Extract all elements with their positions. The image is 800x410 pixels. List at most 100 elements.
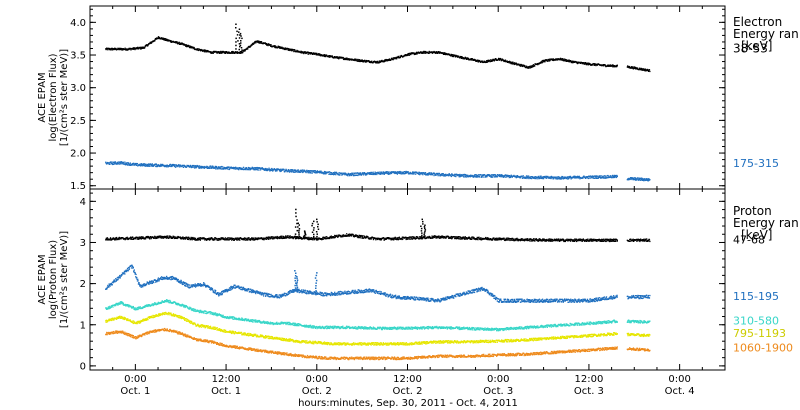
data-point (499, 238, 501, 240)
data-point (176, 236, 179, 239)
data-point (535, 238, 538, 240)
data-point (189, 237, 191, 240)
data-point (350, 233, 352, 235)
data-point (291, 236, 293, 238)
data-point (285, 169, 287, 172)
data-point (338, 174, 340, 176)
data-point (216, 166, 218, 168)
data-point (412, 237, 414, 239)
data-point (124, 47, 126, 49)
data-point (358, 59, 360, 61)
data-point (283, 47, 285, 49)
data-point (285, 235, 287, 237)
data-point (297, 171, 299, 173)
data-point (338, 58, 340, 60)
data-point (106, 162, 108, 165)
data-point (392, 239, 394, 241)
data-point (168, 237, 170, 239)
data-point (144, 238, 147, 240)
data-point (205, 51, 207, 53)
data-point (545, 239, 547, 241)
data-point (392, 237, 395, 239)
data-point (643, 238, 645, 240)
data-point (281, 235, 283, 237)
data-point (605, 175, 607, 177)
data-point (108, 162, 110, 164)
data-point (573, 60, 575, 62)
data-point (284, 237, 286, 239)
data-point (136, 237, 139, 239)
data-point (132, 238, 134, 240)
data-point (426, 237, 428, 239)
data-point (221, 168, 224, 170)
data-point (572, 62, 574, 64)
data-point (220, 168, 222, 170)
data-point (475, 176, 477, 178)
data-point (329, 236, 331, 239)
data-point (194, 239, 196, 241)
data-point (151, 165, 153, 167)
data-point (140, 163, 143, 165)
data-point (554, 238, 557, 241)
data-point (258, 40, 260, 42)
data-point (515, 239, 517, 242)
data-point (545, 59, 547, 61)
data-point (240, 168, 242, 171)
data-point (541, 239, 543, 241)
data-point (609, 176, 611, 178)
data-point (385, 238, 388, 240)
data-point (226, 238, 229, 240)
data-point (555, 239, 558, 241)
data-point (135, 48, 137, 50)
data-point (334, 236, 336, 239)
data-point (420, 51, 422, 53)
data-point (633, 66, 635, 68)
data-point (610, 240, 612, 242)
data-point (564, 240, 566, 242)
data-point (211, 237, 213, 239)
data-point (141, 236, 143, 238)
data-point (513, 174, 515, 177)
data-point (356, 235, 359, 237)
data-point (129, 238, 131, 240)
data-point (599, 240, 601, 242)
data-point (225, 167, 228, 169)
data-point (154, 164, 156, 166)
data-point (397, 237, 399, 239)
data-point (486, 61, 488, 63)
data-point (608, 239, 610, 241)
data-point (644, 178, 646, 180)
data-point (477, 239, 479, 241)
data-point (314, 172, 316, 174)
data-point (297, 236, 299, 238)
data-point (315, 53, 317, 55)
data-point (218, 168, 220, 170)
data-point (561, 58, 563, 61)
data-point (236, 51, 239, 53)
data-point (385, 58, 387, 61)
data-point (492, 58, 494, 61)
data-point (328, 173, 330, 175)
data-point (399, 170, 401, 173)
spike-point (297, 237, 299, 239)
data-point (144, 46, 146, 48)
data-point (292, 49, 295, 51)
data-point (478, 174, 480, 176)
data-point (272, 236, 274, 238)
data-point (180, 164, 182, 166)
data-point (336, 235, 338, 237)
data-point (153, 237, 156, 239)
data-point (305, 170, 307, 172)
data-point (440, 236, 442, 238)
data-point (146, 237, 148, 239)
data-point (244, 49, 246, 51)
data-point (184, 44, 186, 46)
data-point (113, 48, 115, 50)
data-point (111, 47, 113, 50)
data-point (115, 238, 117, 240)
data-point (595, 238, 597, 241)
data-point (298, 170, 300, 173)
data-point (194, 237, 197, 239)
data-point (528, 67, 530, 69)
data-point (522, 177, 524, 179)
